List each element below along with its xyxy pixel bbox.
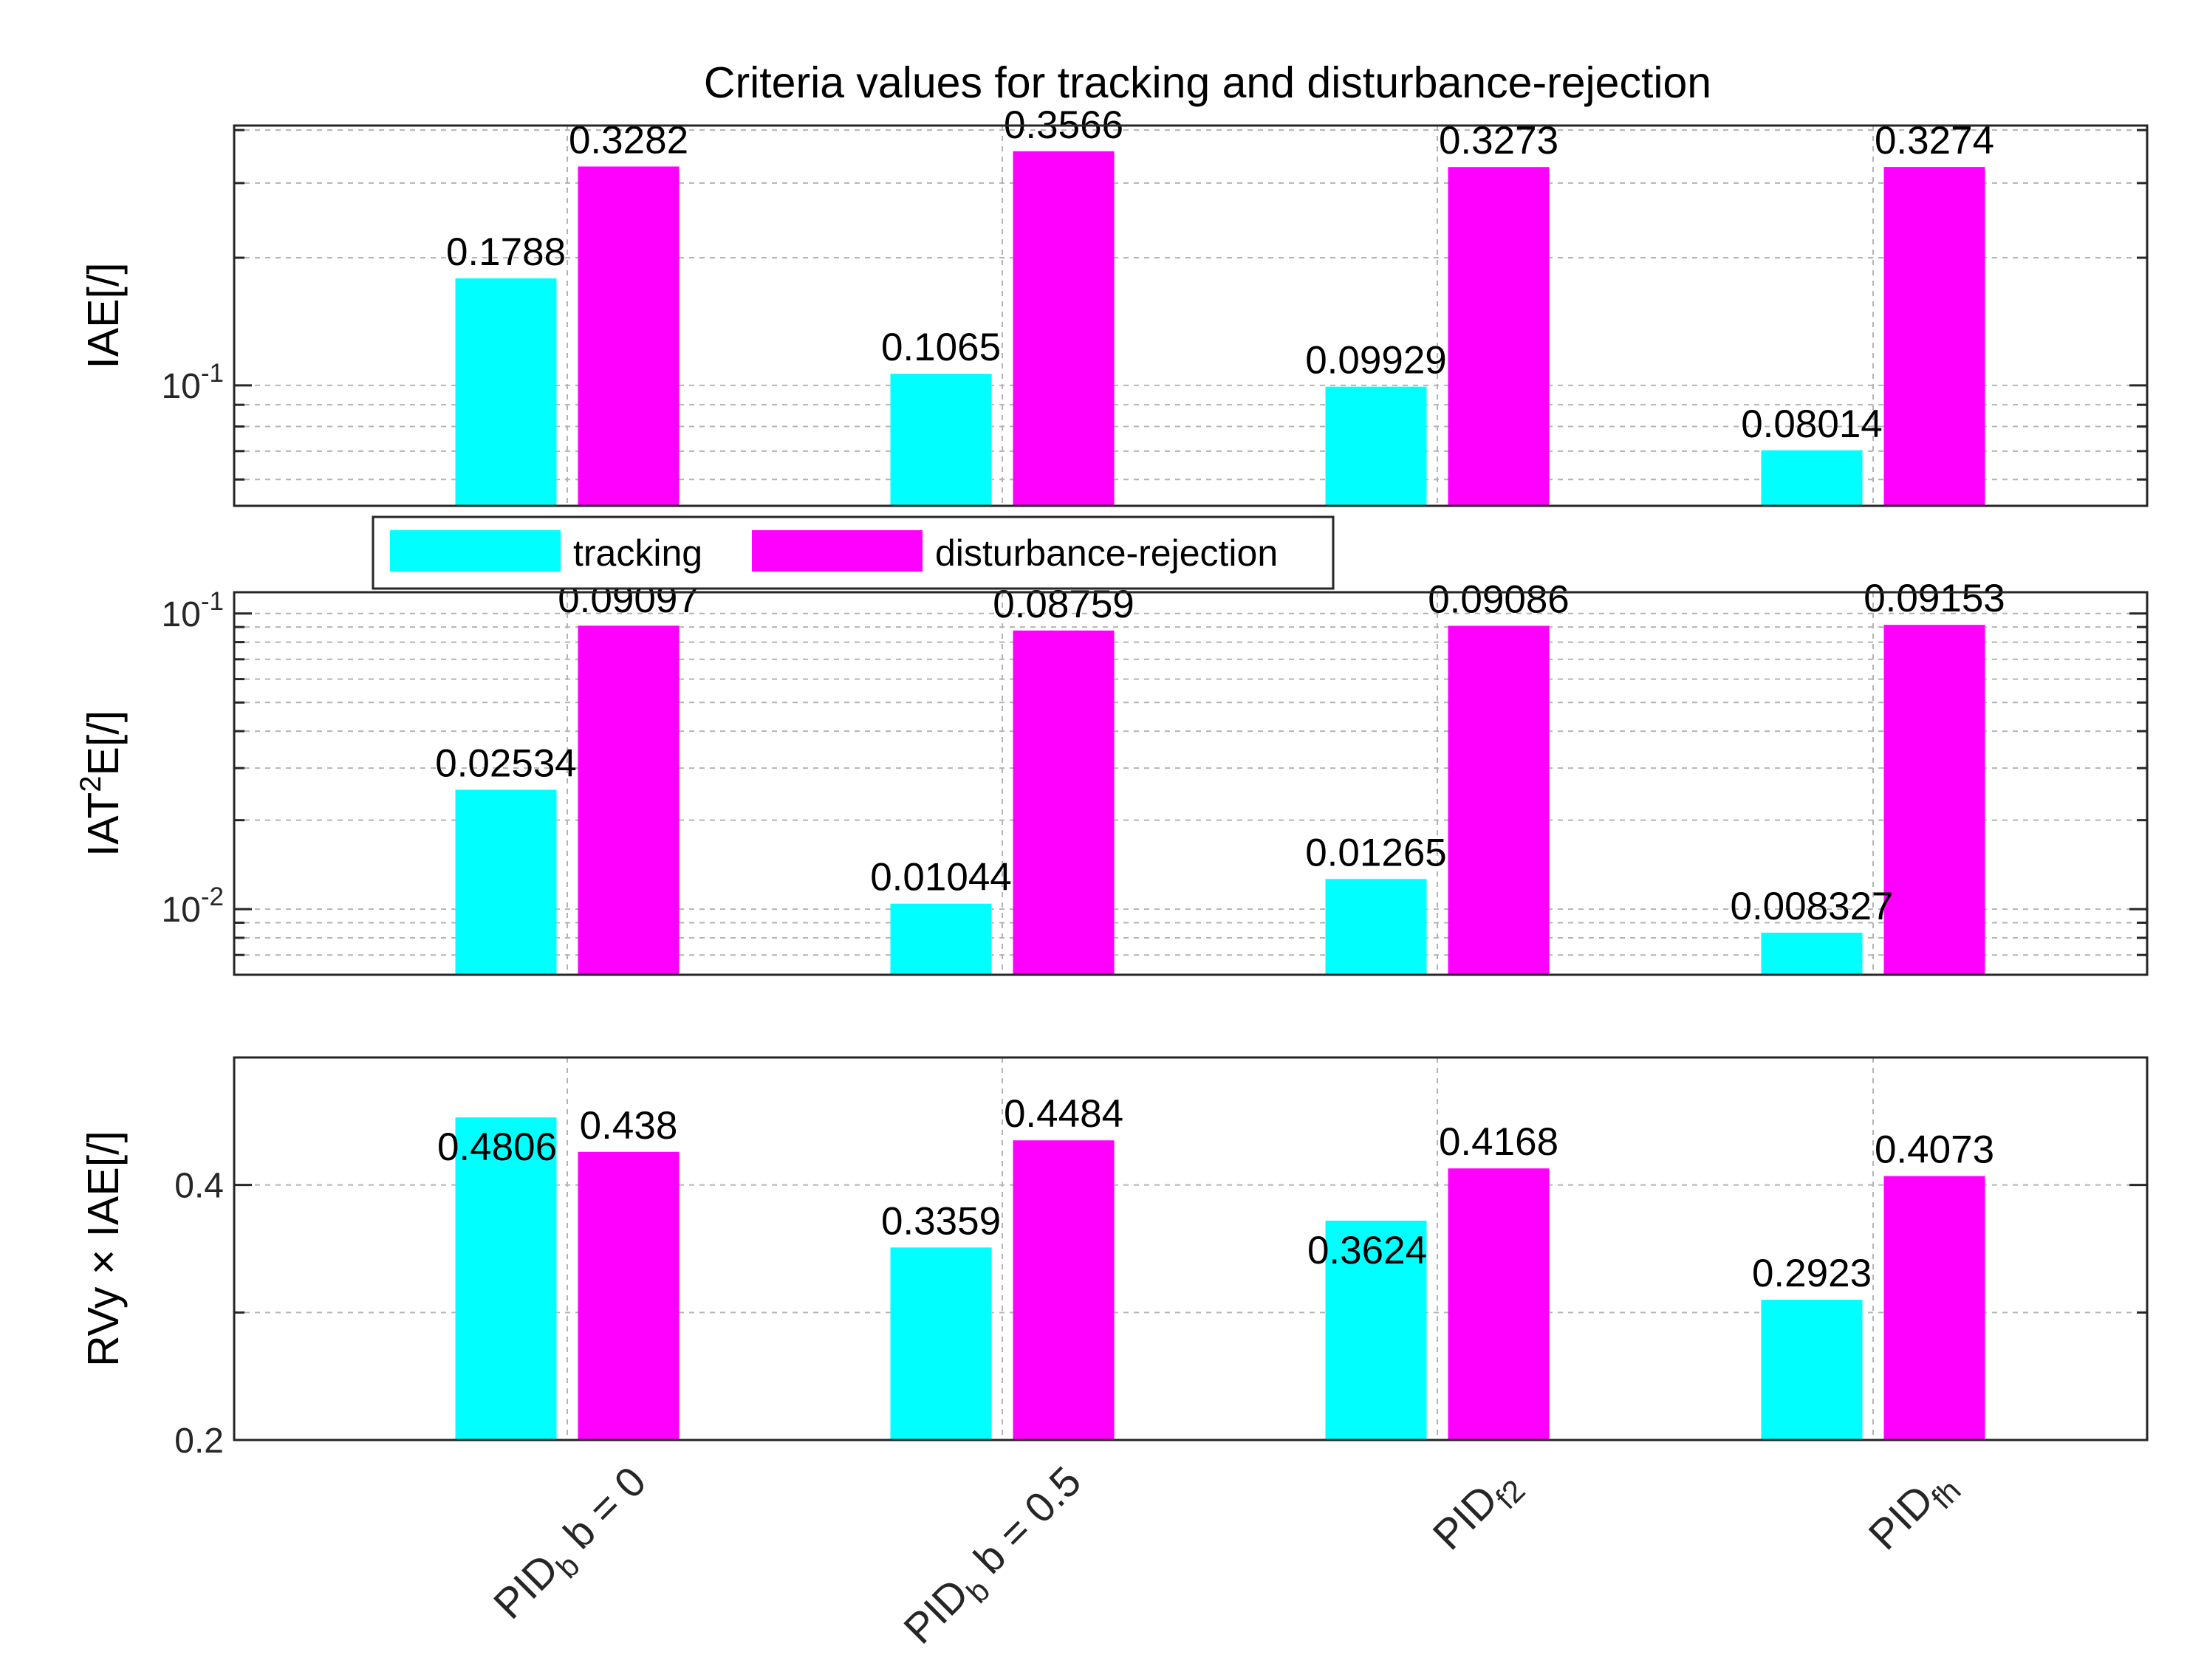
data-label-tracking-2: 0.01044 — [870, 856, 1012, 899]
bar-disturbance-rejection-2 — [1013, 630, 1115, 975]
data-label-tracking-1: 0.02534 — [435, 741, 577, 785]
y-axis-label: RVy × IAE[/] — [79, 1131, 128, 1367]
y-axis-label: IAE[/] — [79, 262, 128, 368]
legend-label-tracking: tracking — [573, 532, 702, 574]
bar-disturbance-rejection-4 — [1883, 1176, 1985, 1440]
y-tick-label: 0.4 — [174, 1167, 224, 1206]
bar-disturbance-rejection-1 — [578, 1151, 680, 1440]
bar-tracking-4 — [1761, 933, 1863, 975]
bar-disturbance-rejection-1 — [578, 166, 680, 507]
y-tick-label: 10-1 — [161, 587, 224, 634]
bar-tracking-3 — [1325, 386, 1427, 506]
bar-tracking-4 — [1761, 1300, 1863, 1440]
bar-tracking-1 — [455, 789, 557, 975]
category-label-1: PIDb b = 0 — [485, 1458, 661, 1634]
data-label-disturbance-rejection-2: 0.08759 — [993, 583, 1134, 626]
data-label-tracking-3: 0.01265 — [1305, 831, 1447, 874]
category-label-3: PIDf2 — [1424, 1458, 1532, 1566]
axes-box — [233, 591, 2149, 976]
bar-tracking-1 — [455, 1117, 557, 1440]
data-label-tracking-2: 0.1065 — [881, 326, 1001, 369]
bar-tracking-4 — [1761, 450, 1863, 506]
data-label-tracking-1: 0.1788 — [446, 230, 566, 274]
bar-disturbance-rejection-2 — [1013, 151, 1115, 506]
data-label-disturbance-rejection-4: 0.09153 — [1864, 577, 2005, 620]
legend-label-disturbance-rejection: disturbance-rejection — [935, 532, 1278, 574]
bar-tracking-2 — [890, 1247, 992, 1440]
chart-title: Criteria values for tracking and disturb… — [704, 58, 1711, 107]
data-label-disturbance-rejection-4: 0.4073 — [1875, 1128, 1994, 1172]
data-label-tracking-2: 0.3359 — [881, 1199, 1001, 1243]
bar-tracking-2 — [890, 903, 992, 975]
data-label-tracking-4: 0.08014 — [1741, 402, 1883, 446]
category-labels: PIDb b = 0 PIDb b = 0.5 PIDf2 PIDfh — [485, 1458, 1968, 1659]
legend-swatch-disturbance-rejection — [752, 530, 923, 572]
data-label-tracking-1: 0.4806 — [437, 1125, 557, 1169]
bar-tracking-3 — [1325, 879, 1427, 975]
bar-tracking-3 — [1325, 1221, 1427, 1440]
y-tick-label: 0.2 — [174, 1422, 224, 1461]
data-label-tracking-4: 0.2923 — [1752, 1252, 1872, 1295]
bar-disturbance-rejection-3 — [1448, 625, 1550, 975]
category-label-2: PIDb b = 0.5 — [895, 1458, 1097, 1659]
bar-disturbance-rejection-4 — [1883, 625, 1985, 975]
data-label-tracking-3: 0.3624 — [1307, 1229, 1427, 1272]
data-label-disturbance-rejection-3: 0.4168 — [1439, 1120, 1558, 1164]
legend: tracking disturbance-rejection — [372, 515, 1335, 590]
y-tick-label: 10-2 — [161, 882, 224, 930]
data-label-disturbance-rejection-2: 0.4484 — [1004, 1092, 1123, 1136]
subplot-3: 0.2 0.4 0.4806 0.3359 0.3624 0.2923 0.438 0.448… — [79, 1056, 2149, 1461]
data-label-disturbance-rejection-3: 0.09086 — [1428, 577, 1570, 621]
bar-tracking-1 — [455, 278, 557, 506]
data-label-disturbance-rejection-1: 0.438 — [580, 1104, 678, 1148]
y-axis-label: IAT2E[/] — [75, 710, 128, 857]
bar-disturbance-rejection-2 — [1013, 1140, 1115, 1440]
axes-box — [233, 124, 2149, 507]
axes-box — [233, 1056, 2149, 1441]
data-label-tracking-4: 0.008327 — [1730, 885, 1893, 928]
legend-swatch-tracking — [390, 530, 561, 572]
bar-disturbance-rejection-3 — [1448, 1168, 1550, 1440]
subplot-2: 10-2 10-1 0.02534 0.01044 0.01265 0.008327 0.0… — [75, 577, 2149, 976]
bar-disturbance-rejection-4 — [1883, 167, 1985, 506]
y-tick-label: 10-1 — [161, 359, 224, 406]
bar-disturbance-rejection-3 — [1448, 167, 1550, 506]
data-label-tracking-3: 0.09929 — [1305, 339, 1447, 383]
category-label-4: PIDfh — [1860, 1458, 1968, 1566]
bar-tracking-2 — [890, 374, 992, 506]
bar-disturbance-rejection-1 — [578, 625, 680, 975]
